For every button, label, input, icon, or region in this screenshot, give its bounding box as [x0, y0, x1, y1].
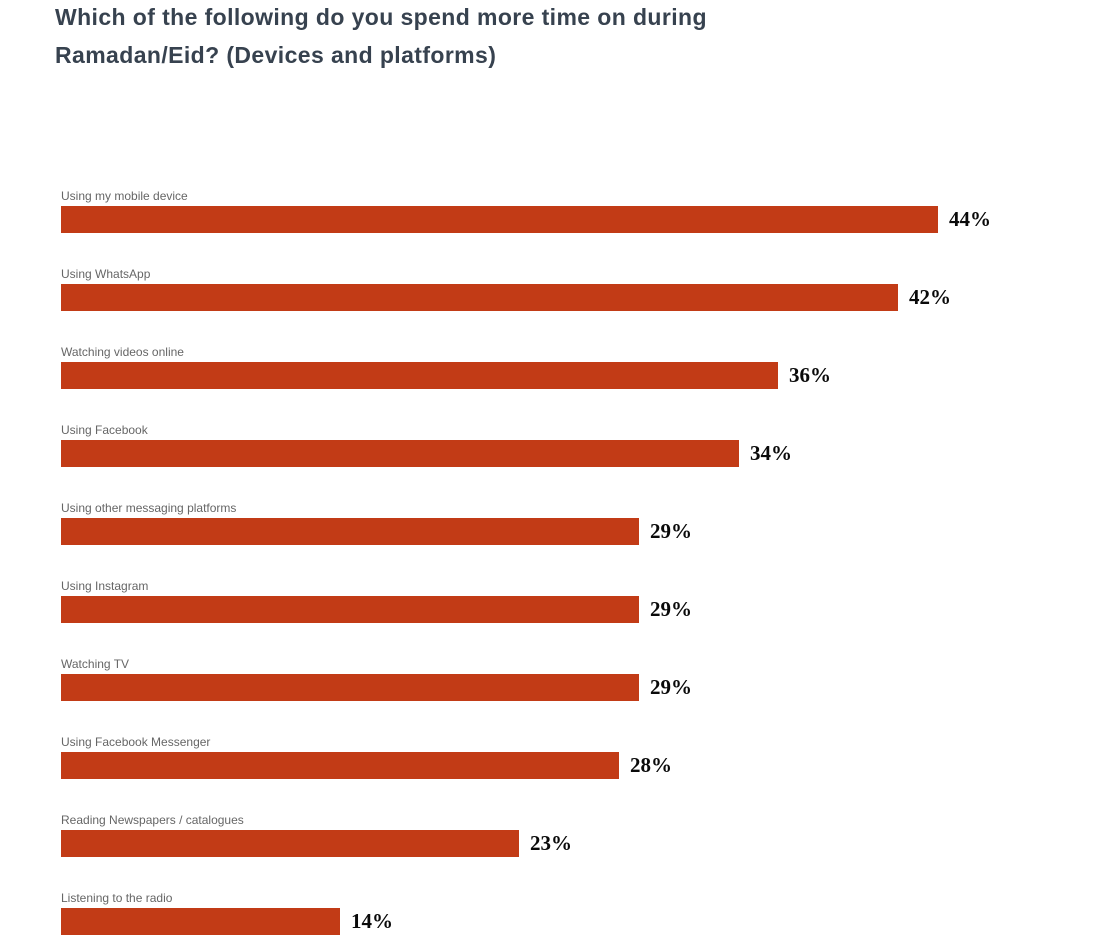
bar-row: Using my mobile device 44%: [61, 185, 1093, 263]
category-label: Reading Newspapers / catalogues: [61, 813, 244, 827]
bar-row: Reading Newspapers / catalogues 23%: [61, 809, 1093, 887]
bar: [61, 206, 938, 233]
bar: [61, 830, 519, 857]
value-label: 44%: [949, 207, 991, 231]
bar-line: 44%: [61, 206, 991, 233]
category-label: Using Instagram: [61, 579, 149, 593]
category-label: Watching TV: [61, 657, 130, 671]
bar: [61, 362, 778, 389]
bar-chart: Using my mobile device 44% Using WhatsAp…: [61, 185, 1093, 951]
bar-line: 34%: [61, 440, 792, 467]
bar: [61, 518, 639, 545]
bar-row: Using WhatsApp 42%: [61, 263, 1093, 341]
bar-row: Watching TV 29%: [61, 653, 1093, 731]
bar-line: 29%: [61, 596, 692, 623]
value-label: 29%: [650, 597, 692, 621]
bar-line: 42%: [61, 284, 951, 311]
bar-line: 28%: [61, 752, 672, 779]
value-label: 29%: [650, 675, 692, 699]
bar: [61, 440, 739, 467]
bar-line: 14%: [61, 908, 393, 935]
bar-line: 36%: [61, 362, 831, 389]
category-label: Using WhatsApp: [61, 267, 151, 281]
bar: [61, 908, 340, 935]
bar-line: 23%: [61, 830, 572, 857]
bar-row: Watching videos online 36%: [61, 341, 1093, 419]
value-label: 14%: [351, 909, 393, 933]
bar: [61, 674, 639, 701]
value-label: 23%: [530, 831, 572, 855]
bar-row: Using Facebook 34%: [61, 419, 1093, 497]
bar-row: Using Facebook Messenger 28%: [61, 731, 1093, 809]
bar: [61, 596, 639, 623]
value-label: 42%: [909, 285, 951, 309]
chart-title: Which of the following do you spend more…: [55, 4, 707, 68]
bar-line: 29%: [61, 518, 692, 545]
value-label: 34%: [750, 441, 792, 465]
category-label: Listening to the radio: [61, 891, 173, 905]
bar: [61, 752, 619, 779]
value-label: 29%: [650, 519, 692, 543]
bar-row: Using Instagram 29%: [61, 575, 1093, 653]
category-label: Watching videos online: [61, 345, 184, 359]
bar-row: Listening to the radio 14%: [61, 887, 1093, 951]
value-label: 28%: [630, 753, 672, 777]
bar-line: 29%: [61, 674, 692, 701]
category-label: Using other messaging platforms: [61, 501, 237, 515]
bar-row: Using other messaging platforms 29%: [61, 497, 1093, 575]
category-label: Using Facebook: [61, 423, 148, 437]
category-label: Using Facebook Messenger: [61, 735, 211, 749]
bar: [61, 284, 898, 311]
value-label: 36%: [789, 363, 831, 387]
category-label: Using my mobile device: [61, 189, 188, 203]
